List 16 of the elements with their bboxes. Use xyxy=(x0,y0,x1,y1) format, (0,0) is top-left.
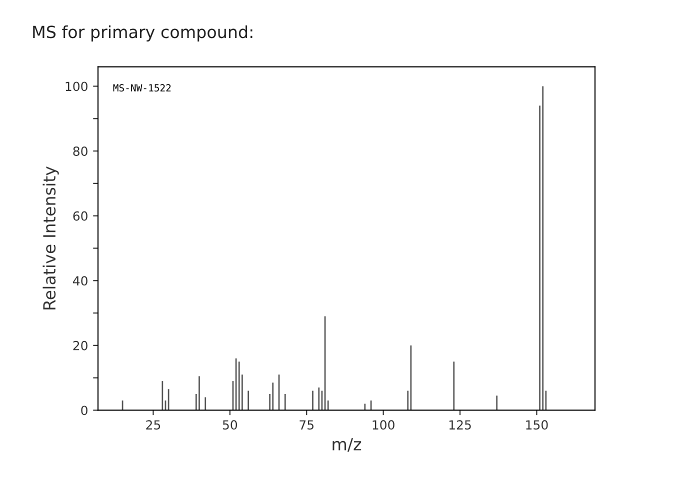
x-tick-label: 150 xyxy=(526,420,548,430)
annotation: MS-NW-1522 xyxy=(113,84,171,92)
x-tick-label: 125 xyxy=(449,420,471,430)
y-tick-label: 100 xyxy=(66,82,88,92)
y-tick-label: 80 xyxy=(73,146,88,156)
x-tick-label: 100 xyxy=(372,420,394,430)
x-axis-title: m/z xyxy=(332,438,362,452)
y-axis-title: Relative Intensity xyxy=(42,166,59,310)
chart-title: MS for primary compound: xyxy=(33,25,252,42)
y-tick-label: 60 xyxy=(73,211,88,221)
y-tick-label: 0 xyxy=(81,406,88,416)
y-tick-label: 20 xyxy=(73,340,88,350)
y-tick-label: 40 xyxy=(72,276,88,286)
x-tick-label: 75 xyxy=(300,420,314,430)
x-tick-label: 50 xyxy=(222,420,238,430)
x-tick-label: 25 xyxy=(146,420,160,430)
